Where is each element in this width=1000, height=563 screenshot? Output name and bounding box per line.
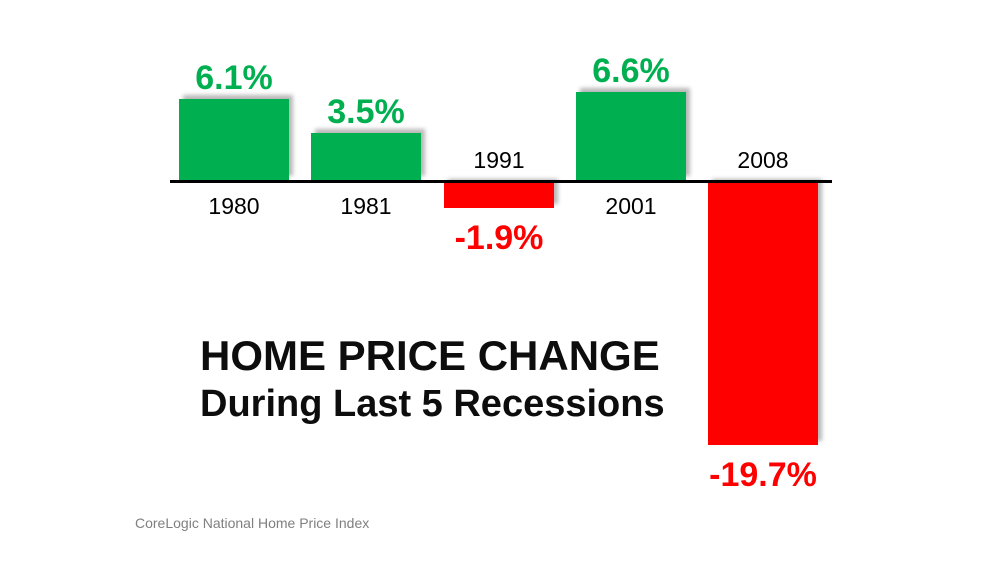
bar-1991 xyxy=(444,183,554,208)
value-label-1991: -1.9% xyxy=(454,219,544,257)
bar-2001 xyxy=(576,92,686,180)
bar-1981 xyxy=(311,133,421,180)
chart-title: HOME PRICE CHANGE xyxy=(200,332,660,379)
year-label-1981: 1981 xyxy=(340,193,392,219)
year-label-1991: 1991 xyxy=(473,147,525,173)
year-label-2001: 2001 xyxy=(605,193,657,219)
chart-subtitle: During Last 5 Recessions xyxy=(200,383,665,426)
source-attribution: CoreLogic National Home Price Index xyxy=(135,515,370,531)
chart-title-block: HOME PRICE CHANGE During Last 5 Recessio… xyxy=(200,330,665,429)
year-label-1980: 1980 xyxy=(208,193,260,219)
value-label-2001: 6.6% xyxy=(592,52,670,90)
x-axis-baseline xyxy=(170,180,832,183)
bar-2008 xyxy=(708,183,818,445)
bar-1980 xyxy=(179,99,289,180)
year-label-2008: 2008 xyxy=(737,147,789,173)
value-label-1980: 6.1% xyxy=(195,59,273,97)
value-label-1981: 3.5% xyxy=(327,93,405,131)
value-label-2008: -19.7% xyxy=(709,456,817,494)
